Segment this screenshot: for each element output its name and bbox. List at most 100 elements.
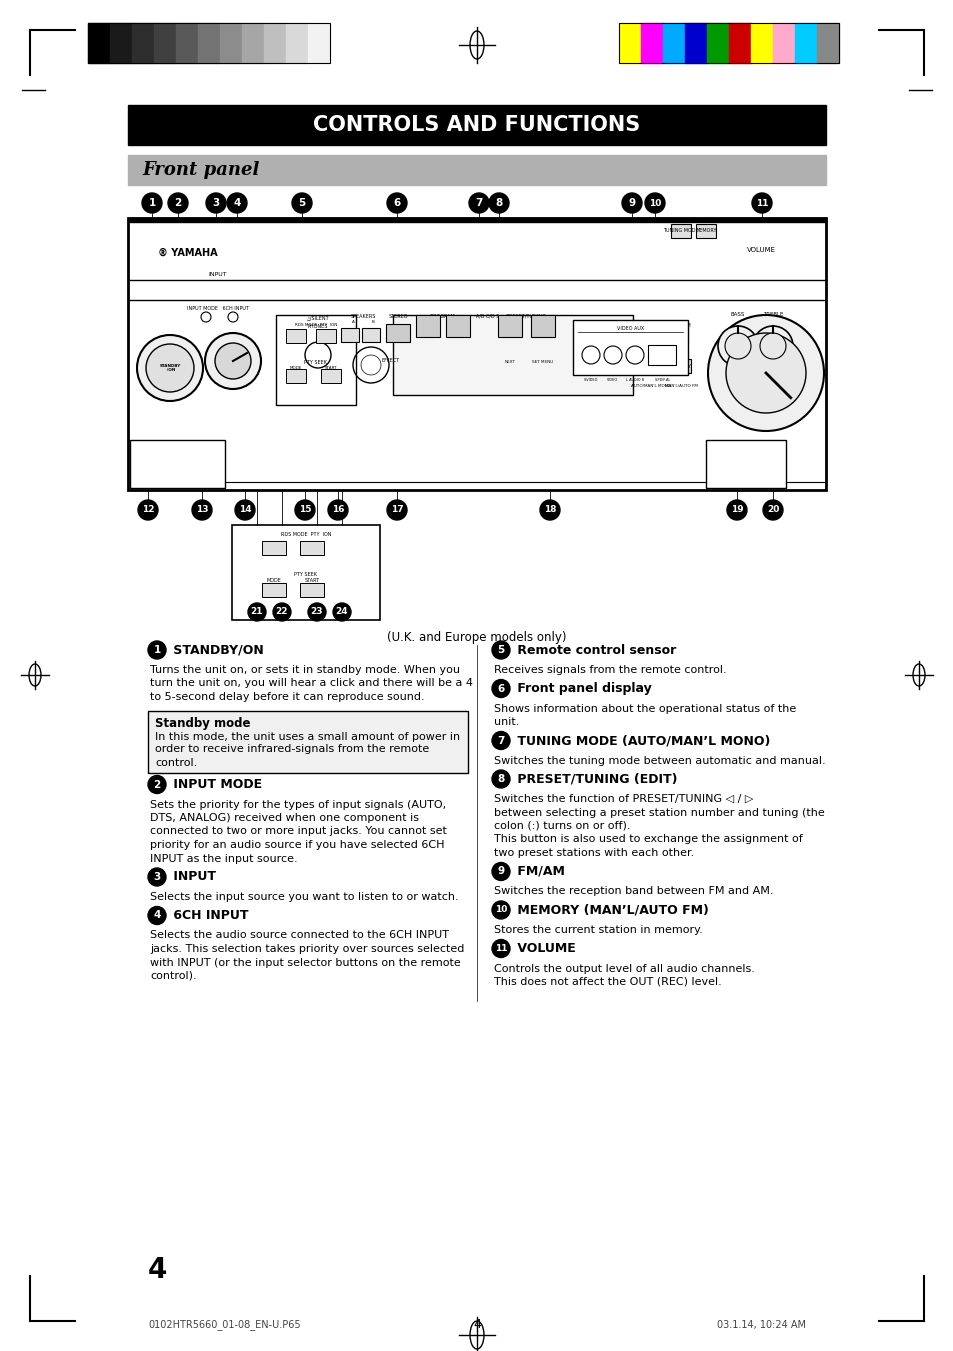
Bar xyxy=(667,323,687,343)
Bar xyxy=(794,23,816,63)
Circle shape xyxy=(148,867,166,886)
Text: turn the unit on, you will hear a click and there will be a 4: turn the unit on, you will hear a click … xyxy=(150,678,473,689)
Text: PHONES: PHONES xyxy=(308,323,328,328)
Bar xyxy=(416,315,439,336)
Bar xyxy=(275,315,355,405)
Text: START: START xyxy=(324,366,337,370)
Text: ® YAMAHA: ® YAMAHA xyxy=(158,249,217,258)
Circle shape xyxy=(308,603,326,621)
Text: 12: 12 xyxy=(142,505,154,515)
Text: MEMORY (MAN’L/AUTO FM): MEMORY (MAN’L/AUTO FM) xyxy=(513,904,708,916)
Bar xyxy=(728,23,750,63)
Bar xyxy=(618,23,640,63)
Text: 14: 14 xyxy=(238,505,251,515)
Circle shape xyxy=(138,500,158,520)
Text: Selects the audio source connected to the 6CH INPUT: Selects the audio source connected to th… xyxy=(150,931,449,940)
Circle shape xyxy=(539,500,559,520)
Text: 0102HTR5660_01-08_EN-U.P65: 0102HTR5660_01-08_EN-U.P65 xyxy=(148,1320,300,1331)
Text: MODE: MODE xyxy=(266,577,281,582)
Text: 16: 16 xyxy=(332,505,344,515)
Text: 22: 22 xyxy=(275,608,288,616)
Bar xyxy=(684,23,706,63)
Circle shape xyxy=(168,193,188,213)
Text: 20: 20 xyxy=(766,505,779,515)
Text: 9: 9 xyxy=(497,866,504,877)
Circle shape xyxy=(492,731,510,750)
Text: 7: 7 xyxy=(475,199,482,208)
Text: 5: 5 xyxy=(298,199,305,208)
Text: 17: 17 xyxy=(391,505,403,515)
Text: Stores the current station in memory.: Stores the current station in memory. xyxy=(494,925,702,935)
Text: VOLUME: VOLUME xyxy=(513,942,576,955)
Circle shape xyxy=(273,603,291,621)
Bar xyxy=(772,23,794,63)
Text: DTS, ANALOG) received when one component is: DTS, ANALOG) received when one component… xyxy=(150,813,418,823)
Text: TUNING MODE (AUTO/MAN’L MONO): TUNING MODE (AUTO/MAN’L MONO) xyxy=(513,734,770,747)
Text: Shows information about the operational status of the: Shows information about the operational … xyxy=(494,704,796,713)
Circle shape xyxy=(148,907,166,924)
Circle shape xyxy=(492,770,510,788)
Text: ◄ PROGRAM ►: ◄ PROGRAM ► xyxy=(425,313,460,319)
Text: 4: 4 xyxy=(153,911,160,920)
Text: RDS MODE  PTY  ION: RDS MODE PTY ION xyxy=(280,532,331,538)
Bar xyxy=(88,23,110,63)
Text: between selecting a preset station number and tuning (the: between selecting a preset station numbe… xyxy=(494,808,824,817)
Text: 19: 19 xyxy=(730,505,742,515)
Bar xyxy=(642,359,662,373)
Bar xyxy=(393,315,633,394)
Text: 6: 6 xyxy=(393,199,400,208)
Text: In this mode, the unit uses a small amount of power in: In this mode, the unit uses a small amou… xyxy=(154,731,459,742)
Text: Switches the reception band between FM and AM.: Switches the reception band between FM a… xyxy=(494,886,773,897)
Text: STANDBY
  /ON: STANDBY /ON xyxy=(159,363,180,373)
Text: 23: 23 xyxy=(311,608,323,616)
Text: STANDBY/ON: STANDBY/ON xyxy=(169,643,263,657)
Circle shape xyxy=(333,603,351,621)
Text: Standby mode: Standby mode xyxy=(154,717,251,731)
Bar xyxy=(320,369,340,382)
Bar xyxy=(640,23,662,63)
Text: connected to two or more input jacks. You cannot set: connected to two or more input jacks. Yo… xyxy=(150,827,446,836)
Bar xyxy=(286,369,306,382)
Circle shape xyxy=(751,193,771,213)
Circle shape xyxy=(387,193,407,213)
Bar xyxy=(262,584,286,597)
Text: 11: 11 xyxy=(755,199,767,208)
Circle shape xyxy=(725,332,805,413)
Text: TUNING MODE  MEMORY: TUNING MODE MEMORY xyxy=(630,363,690,369)
Text: Front panel: Front panel xyxy=(142,161,259,178)
Text: 2: 2 xyxy=(153,780,160,789)
Text: Receives signals from the remote control.: Receives signals from the remote control… xyxy=(494,665,726,676)
Text: INPUT: INPUT xyxy=(169,870,215,884)
Bar xyxy=(198,23,220,63)
Circle shape xyxy=(492,939,510,958)
Circle shape xyxy=(137,335,203,401)
Text: VIDEO AUX: VIDEO AUX xyxy=(617,326,643,331)
Text: 4: 4 xyxy=(148,1256,167,1283)
Text: VOLUME: VOLUME xyxy=(745,247,775,253)
Text: 3: 3 xyxy=(213,199,219,208)
Circle shape xyxy=(762,500,782,520)
Text: STEREO: STEREO xyxy=(388,313,407,319)
Bar xyxy=(286,23,308,63)
Text: unit.: unit. xyxy=(494,717,518,727)
Bar xyxy=(647,345,676,365)
Bar xyxy=(386,324,410,342)
Text: Turns the unit on, or sets it in standby mode. When you: Turns the unit on, or sets it in standby… xyxy=(150,665,459,676)
Circle shape xyxy=(492,901,510,919)
Text: 18: 18 xyxy=(543,505,556,515)
Circle shape xyxy=(206,193,226,213)
Bar xyxy=(706,23,728,63)
Bar xyxy=(308,23,330,63)
Text: priority for an audio source if you have selected 6CH: priority for an audio source if you have… xyxy=(150,840,444,850)
Bar xyxy=(148,711,468,773)
Bar xyxy=(242,23,264,63)
Circle shape xyxy=(294,500,314,520)
Circle shape xyxy=(227,193,247,213)
Circle shape xyxy=(328,500,348,520)
Text: INPUT MODE   6CH INPUT: INPUT MODE 6CH INPUT xyxy=(187,305,249,311)
Bar xyxy=(618,23,838,63)
Bar xyxy=(531,315,555,336)
Text: INPUT as the input source.: INPUT as the input source. xyxy=(150,854,297,863)
Circle shape xyxy=(644,193,664,213)
Bar xyxy=(128,218,825,222)
